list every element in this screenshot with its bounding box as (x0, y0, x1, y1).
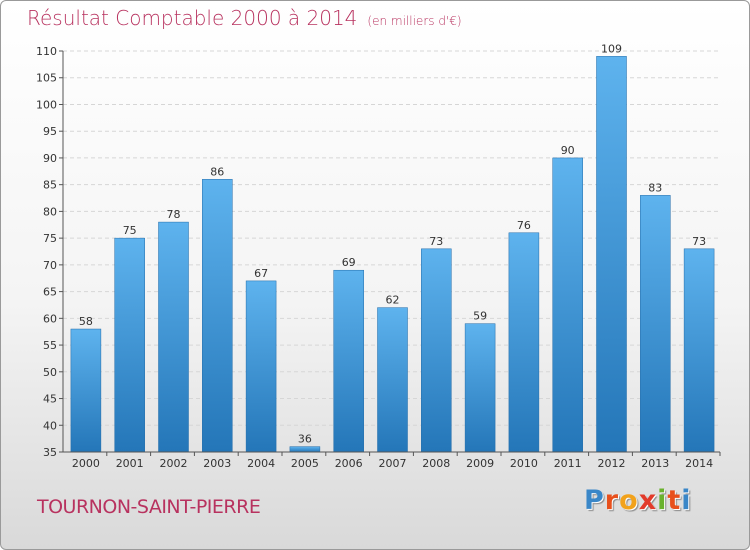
y-tick-label: 35 (43, 446, 57, 459)
x-tick-label: 2004 (247, 457, 275, 470)
data-label-2003: 86 (210, 165, 224, 178)
y-tick-label: 80 (43, 205, 57, 218)
bar-2014[interactable] (683, 248, 715, 453)
chart-title: Résultat Comptable 2000 à 2014 (en millie… (27, 6, 462, 30)
chart-title-text: Résultat Comptable 2000 à 2014 (27, 6, 358, 30)
bar-2001[interactable] (114, 237, 145, 453)
data-label-2012: 109 (601, 42, 622, 55)
data-label-2000: 58 (79, 315, 93, 328)
data-label-2009: 59 (473, 310, 487, 323)
y-tick-label: 65 (43, 286, 57, 299)
data-label-2006: 69 (342, 256, 356, 269)
y-tick-label: 60 (43, 312, 57, 325)
y-tick-label: 40 (43, 419, 57, 432)
data-label-2004: 67 (254, 267, 268, 280)
data-label-2014: 73 (692, 235, 706, 248)
y-tick-label: 45 (43, 393, 57, 406)
x-tick-label: 2014 (685, 457, 713, 470)
x-tick-label: 2009 (466, 457, 494, 470)
bar-2004[interactable] (245, 280, 277, 453)
data-label-2007: 62 (386, 294, 400, 307)
x-tick-label: 2003 (203, 457, 231, 470)
x-tick-label: 2007 (379, 457, 407, 470)
y-tick-label: 85 (43, 179, 57, 192)
bars: 58 75 78 86 67 36 69 62 73 59 76 90 109 83 73 (70, 42, 715, 453)
data-label-2002: 78 (167, 208, 181, 221)
logo-letter: P (584, 485, 605, 516)
bar-2012[interactable] (596, 56, 627, 453)
x-tick-label: 2000 (72, 457, 100, 470)
x-tick-label: 2013 (641, 457, 669, 470)
y-tick-label: 110 (36, 45, 57, 58)
y-tick-label: 100 (36, 98, 57, 111)
proxiti-logo[interactable]: Proxiti (584, 485, 692, 516)
y-tick-label: 55 (43, 339, 57, 352)
data-label-2010: 76 (517, 219, 531, 232)
bar-2003[interactable] (202, 179, 233, 453)
y-tick-label: 50 (43, 366, 57, 379)
data-label-2011: 90 (561, 144, 575, 157)
bar-2005[interactable] (289, 446, 321, 453)
bar-2009[interactable] (464, 323, 496, 453)
bar-2008[interactable] (421, 248, 452, 453)
x-tick-label: 2002 (160, 457, 188, 470)
x-tick-label: 2008 (422, 457, 450, 470)
logo-letter: i (681, 485, 692, 516)
bar-2011[interactable] (552, 157, 583, 453)
bar-2000[interactable] (70, 328, 102, 453)
x-tick-label: 2010 (510, 457, 538, 470)
x-tick-label: 2012 (598, 457, 626, 470)
data-label-2005: 36 (298, 433, 312, 446)
logo-letter: t (667, 485, 682, 516)
x-tick-label: 2011 (554, 457, 582, 470)
bar-2010[interactable] (508, 232, 540, 453)
city-name: TOURNON-SAINT-PIERRE (37, 496, 261, 518)
logo-letter: i (657, 485, 668, 516)
data-label-2013: 83 (648, 181, 662, 194)
data-label-2008: 73 (429, 235, 443, 248)
x-tick-label: 2005 (291, 457, 319, 470)
logo-letter: x (638, 485, 658, 516)
x-tick-label: 2001 (116, 457, 144, 470)
y-tick-label: 75 (43, 232, 57, 245)
y-tick-label: 70 (43, 259, 57, 272)
chart-unit: (en milliers d'€) (367, 14, 462, 28)
x-tick-label: 2006 (335, 457, 363, 470)
bar-2002[interactable] (158, 221, 189, 453)
logo-letter: r (604, 485, 620, 516)
bar-2007[interactable] (377, 307, 408, 453)
logo-letter: o (619, 485, 639, 516)
data-label-2001: 75 (123, 224, 137, 237)
y-tick-label: 105 (36, 72, 57, 85)
y-tick-label: 90 (43, 152, 57, 165)
bar-2013[interactable] (640, 195, 671, 453)
axes: 35 40 45 50 55 60 65 70 75 80 85 90 95 100 105 110 2000 2… (36, 45, 721, 470)
y-tick-label: 95 (43, 125, 57, 138)
bar-2006[interactable] (333, 269, 364, 453)
